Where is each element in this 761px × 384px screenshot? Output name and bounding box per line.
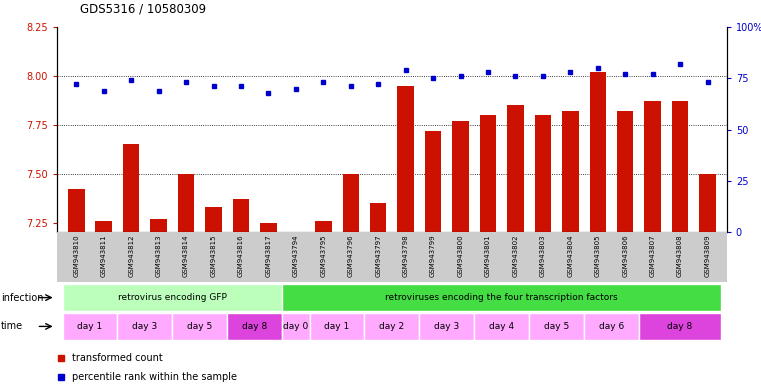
Text: day 5: day 5 xyxy=(544,322,569,331)
Text: day 3: day 3 xyxy=(435,322,460,331)
Bar xyxy=(590,72,606,232)
Bar xyxy=(310,313,365,340)
Bar xyxy=(370,203,387,232)
Bar xyxy=(672,101,689,232)
Text: GSM943798: GSM943798 xyxy=(403,235,409,278)
Text: GSM943800: GSM943800 xyxy=(457,235,463,278)
Bar xyxy=(233,199,249,232)
Bar xyxy=(419,313,474,340)
Text: GSM943813: GSM943813 xyxy=(156,235,161,278)
Bar xyxy=(151,218,167,232)
Text: GSM943796: GSM943796 xyxy=(348,235,354,278)
Bar xyxy=(699,174,716,232)
Text: day 4: day 4 xyxy=(489,322,514,331)
Text: GSM943806: GSM943806 xyxy=(622,235,628,278)
Text: GSM943803: GSM943803 xyxy=(540,235,546,278)
Bar xyxy=(95,220,112,232)
Text: GDS5316 / 10580309: GDS5316 / 10580309 xyxy=(80,2,206,15)
Text: GSM943811: GSM943811 xyxy=(100,235,107,278)
Text: GSM943816: GSM943816 xyxy=(238,235,244,278)
Text: GSM943801: GSM943801 xyxy=(485,235,491,278)
Text: GSM943805: GSM943805 xyxy=(595,235,600,277)
Text: GSM943812: GSM943812 xyxy=(128,235,134,277)
Bar xyxy=(617,111,633,232)
Text: infection: infection xyxy=(1,293,43,303)
Text: time: time xyxy=(1,321,23,331)
Bar xyxy=(123,144,139,232)
Text: day 8: day 8 xyxy=(242,322,267,331)
Bar xyxy=(342,174,359,232)
Text: retroviruses encoding the four transcription factors: retroviruses encoding the four transcrip… xyxy=(385,293,618,302)
Bar xyxy=(172,313,228,340)
Bar xyxy=(479,115,496,232)
Bar xyxy=(474,313,529,340)
Text: day 1: day 1 xyxy=(78,322,103,331)
Bar xyxy=(639,313,721,340)
Text: day 5: day 5 xyxy=(187,322,212,331)
Bar xyxy=(529,313,584,340)
Bar xyxy=(562,111,578,232)
Text: GSM943817: GSM943817 xyxy=(266,235,272,278)
Bar xyxy=(205,207,221,232)
Text: GSM943804: GSM943804 xyxy=(567,235,573,277)
Bar xyxy=(645,101,661,232)
Bar xyxy=(365,313,419,340)
Bar xyxy=(117,313,172,340)
Text: GSM943802: GSM943802 xyxy=(512,235,518,277)
Text: GSM943794: GSM943794 xyxy=(293,235,299,277)
Bar xyxy=(535,115,551,232)
Bar xyxy=(315,220,332,232)
Bar xyxy=(397,86,414,232)
Text: day 6: day 6 xyxy=(599,322,624,331)
Text: day 1: day 1 xyxy=(324,322,349,331)
Text: GSM943809: GSM943809 xyxy=(705,235,711,278)
Text: GSM943797: GSM943797 xyxy=(375,235,381,278)
Bar xyxy=(260,223,277,232)
Text: day 2: day 2 xyxy=(379,322,405,331)
Text: percentile rank within the sample: percentile rank within the sample xyxy=(72,372,237,382)
Bar xyxy=(68,189,84,232)
Text: GSM943795: GSM943795 xyxy=(320,235,326,277)
Bar xyxy=(584,313,639,340)
Text: GSM943808: GSM943808 xyxy=(677,235,683,278)
Text: GSM943815: GSM943815 xyxy=(211,235,217,277)
Text: retrovirus encoding GFP: retrovirus encoding GFP xyxy=(118,293,227,302)
Text: day 0: day 0 xyxy=(283,322,308,331)
Bar xyxy=(282,313,310,340)
Text: day 3: day 3 xyxy=(132,322,158,331)
Text: GSM943807: GSM943807 xyxy=(650,235,656,278)
Bar xyxy=(507,105,524,232)
Bar xyxy=(425,131,441,232)
Text: GSM943799: GSM943799 xyxy=(430,235,436,278)
Bar xyxy=(62,284,282,311)
Bar xyxy=(282,284,721,311)
Text: GSM943810: GSM943810 xyxy=(73,235,79,278)
Text: GSM943814: GSM943814 xyxy=(183,235,189,277)
Bar xyxy=(62,313,117,340)
Bar xyxy=(452,121,469,232)
Text: day 8: day 8 xyxy=(667,322,693,331)
Bar xyxy=(178,174,194,232)
Text: transformed count: transformed count xyxy=(72,353,163,363)
Bar xyxy=(228,313,282,340)
